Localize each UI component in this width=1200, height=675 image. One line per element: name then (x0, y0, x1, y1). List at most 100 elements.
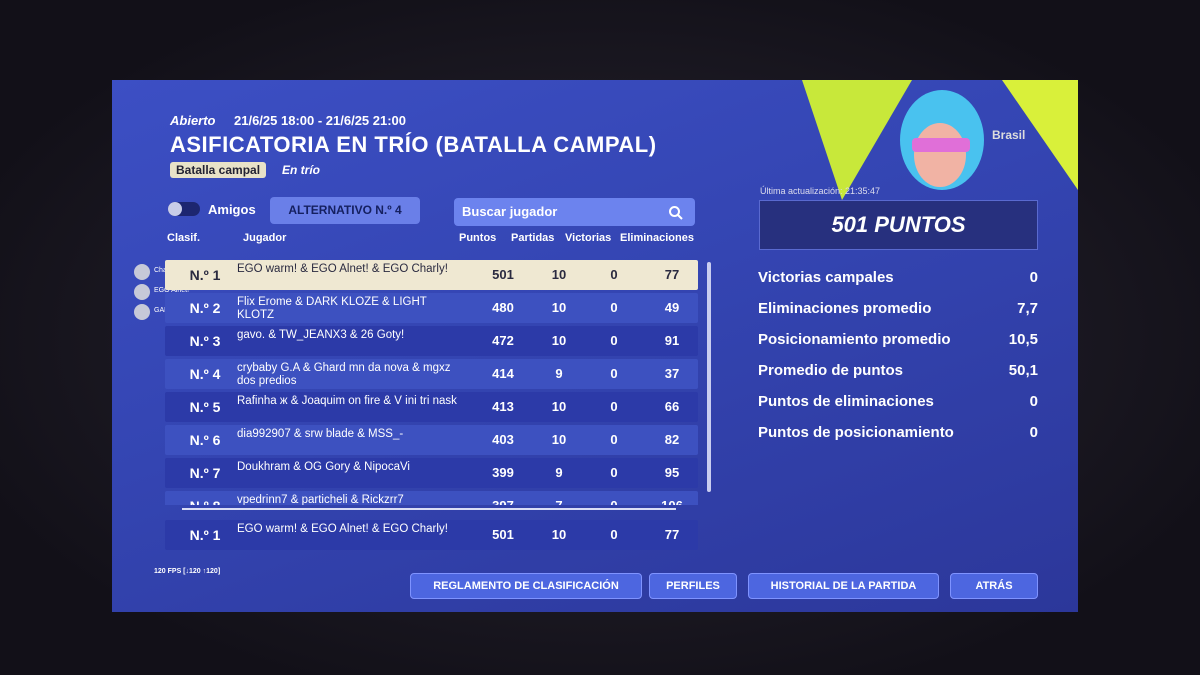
stat-cell: 106 (650, 491, 694, 505)
search-icon (669, 206, 683, 220)
party-member: GABO (134, 304, 194, 320)
avatar (134, 304, 150, 320)
stat-cell: 414 (492, 366, 514, 381)
leaderboard-row[interactable]: N.º 1 EGO warm! & EGO Alnet! & EGO Charly… (165, 260, 698, 290)
own-row: N.º 1 EGO warm! & EGO Alnet! & EGO Charly… (165, 520, 698, 550)
stat-cell: 10 (551, 527, 567, 542)
stat-cell: 0 (610, 527, 618, 542)
own-row-inner: N.º 1 EGO warm! & EGO Alnet! & EGO Charly… (165, 520, 698, 550)
points-box: 501 PUNTOS (759, 200, 1038, 250)
toggle[interactable] (168, 202, 200, 216)
players: EGO warm! & EGO Alnet! & EGO Charly! (237, 523, 448, 535)
rank: N.º 1 (189, 267, 221, 283)
stat-cell: 403 (492, 432, 514, 447)
rank: N.º 8 (180, 491, 230, 505)
stat-label: Promedio de puntos (758, 362, 904, 379)
status: Abierto (170, 113, 216, 128)
stat-value: 0 (1029, 393, 1038, 410)
stat-cell: 397 (481, 491, 525, 505)
tab[interactable]: ALTERNATIVO N.º 4 (270, 197, 420, 224)
rank: N.º 1 (189, 527, 221, 543)
dates: 21/6/25 18:00 - 21/6/25 21:00 (234, 113, 407, 128)
party-name: Charly (154, 267, 174, 274)
party-member: Charly (134, 264, 194, 280)
column-header: Jugador (243, 232, 287, 244)
party-name: EGO Alnet! (154, 287, 190, 294)
stat-cell: 37 (664, 366, 680, 381)
leaderboard-row[interactable]: N.º 5 Rafinha ж & Joaquim on fire & V ini… (165, 392, 698, 422)
stat-cell: 95 (664, 465, 680, 480)
stat-cell: 9 (555, 366, 563, 381)
stat-cell: 10 (551, 333, 567, 348)
stat-label: Posicionamiento promedio (758, 331, 951, 348)
leaderboard-row[interactable]: N.º 3 gavo. & TW_JEANX3 & 26 Goty! 472 10 0 9… (165, 326, 698, 356)
stat-label: Victorias campales (758, 269, 894, 286)
players: gavo. & TW_JEANX3 & 26 Goty! (237, 329, 405, 341)
stat-value: 10,5 (1008, 331, 1038, 348)
rank: N.º 3 (189, 333, 221, 349)
players: Flix Erome & DARK KLOZE & LIGHT KLOTZ (237, 296, 427, 321)
stat-label: Puntos de eliminaciones (758, 393, 934, 410)
stat-cell: 0 (610, 366, 618, 381)
team-size: En trío (282, 163, 320, 177)
leaderboard-row[interactable]: N.º 2 Flix Erome & DARK KLOZE & LIGHT KLO… (165, 293, 698, 323)
search[interactable]: Buscar jugador (454, 198, 695, 226)
leaderboard: N.º 1 EGO warm! & EGO Alnet! & EGO Charly… (165, 260, 698, 505)
leaderboard-row[interactable]: N.º 7 Doukhram & OG Gory & NipocaVi 399 9 0 9… (165, 458, 698, 488)
avatar (134, 264, 150, 280)
stat-cell: 413 (492, 399, 514, 414)
stat-value: 50,1 (1008, 362, 1038, 379)
avatar (134, 284, 150, 300)
stat-cell: 66 (664, 399, 680, 414)
back-button[interactable]: ATRÁS (950, 573, 1038, 599)
title: ASIFICATORIA EN TRÍO (BATALLA CAMPAL) (170, 132, 657, 157)
players: EGO warm! & EGO Alnet! & EGO Charly! (237, 263, 448, 275)
stat-cell: 0 (610, 333, 618, 348)
stat-cell: 0 (610, 267, 618, 282)
column-header: Eliminaciones (620, 232, 694, 244)
separator (182, 508, 676, 510)
leaderboard-row[interactable]: N.º 4 crybaby G.A & Ghard mn da nova & mg… (165, 359, 698, 389)
column-header: Puntos (459, 232, 497, 244)
stat-cell: 49 (664, 300, 680, 315)
players: vpedrinn7 & particheli & Rickzrr7 (237, 494, 404, 505)
party-name: GABO (154, 307, 174, 314)
stat-cell: 0 (610, 399, 618, 414)
stat-cell: 501 (492, 527, 514, 542)
stat-cell: 472 (492, 333, 514, 348)
stat-cell: 10 (551, 300, 567, 315)
screen: Abierto 21/6/25 18:00 - 21/6/25 21:00 AS… (112, 80, 1078, 612)
stat-cell: 0 (610, 432, 618, 447)
stat-cell: 91 (664, 333, 680, 348)
stat-cell: 0 (610, 465, 618, 480)
stat-label: Eliminaciones promedio (758, 300, 932, 317)
rank: N.º 2 (189, 300, 221, 316)
rank: N.º 7 (189, 465, 221, 481)
column-header: Victorias (565, 232, 612, 244)
party-member: EGO Alnet! (134, 284, 194, 300)
stat-cell: 0 (610, 300, 618, 315)
stat-cell: 10 (551, 399, 567, 414)
region: Brasil (992, 128, 1026, 142)
stat-cell: 399 (492, 465, 514, 480)
mode-chip: Batalla campal (170, 162, 267, 178)
history-button[interactable]: HISTORIAL DE LA PARTIDA (748, 573, 939, 599)
rank: N.º 6 (189, 432, 221, 448)
players: crybaby G.A & Ghard mn da nova & mgxz do… (237, 362, 451, 387)
rules-button[interactable]: REGLAMENTO DE CLASIFICACIÓN (410, 573, 642, 599)
leaderboard-row[interactable]: N.º 6 dia992907 & srw blade & MSS_- 403 10 0… (165, 425, 698, 455)
stat-cell: 10 (551, 267, 567, 282)
stat-value: 7,7 (1017, 300, 1038, 317)
toggle-label: Amigos (208, 202, 256, 217)
players: dia992907 & srw blade & MSS_- (237, 428, 404, 440)
stat-cell: 77 (664, 527, 680, 542)
scrollbar (707, 262, 711, 492)
fps: 120 FPS [↓120 ↑120] (154, 568, 221, 575)
rank: N.º 4 (189, 366, 221, 382)
players: Doukhram & OG Gory & NipocaVi (237, 461, 410, 473)
column-header: Clasif. (167, 232, 201, 244)
profiles-button[interactable]: PERFILES (649, 573, 737, 599)
players: Rafinha ж & Joaquim on fire & V ini tri … (237, 395, 457, 407)
leaderboard-row[interactable]: N.º 8 vpedrinn7 & particheli & Rickzrr7 39… (165, 491, 698, 505)
stat-cell: 480 (492, 300, 514, 315)
